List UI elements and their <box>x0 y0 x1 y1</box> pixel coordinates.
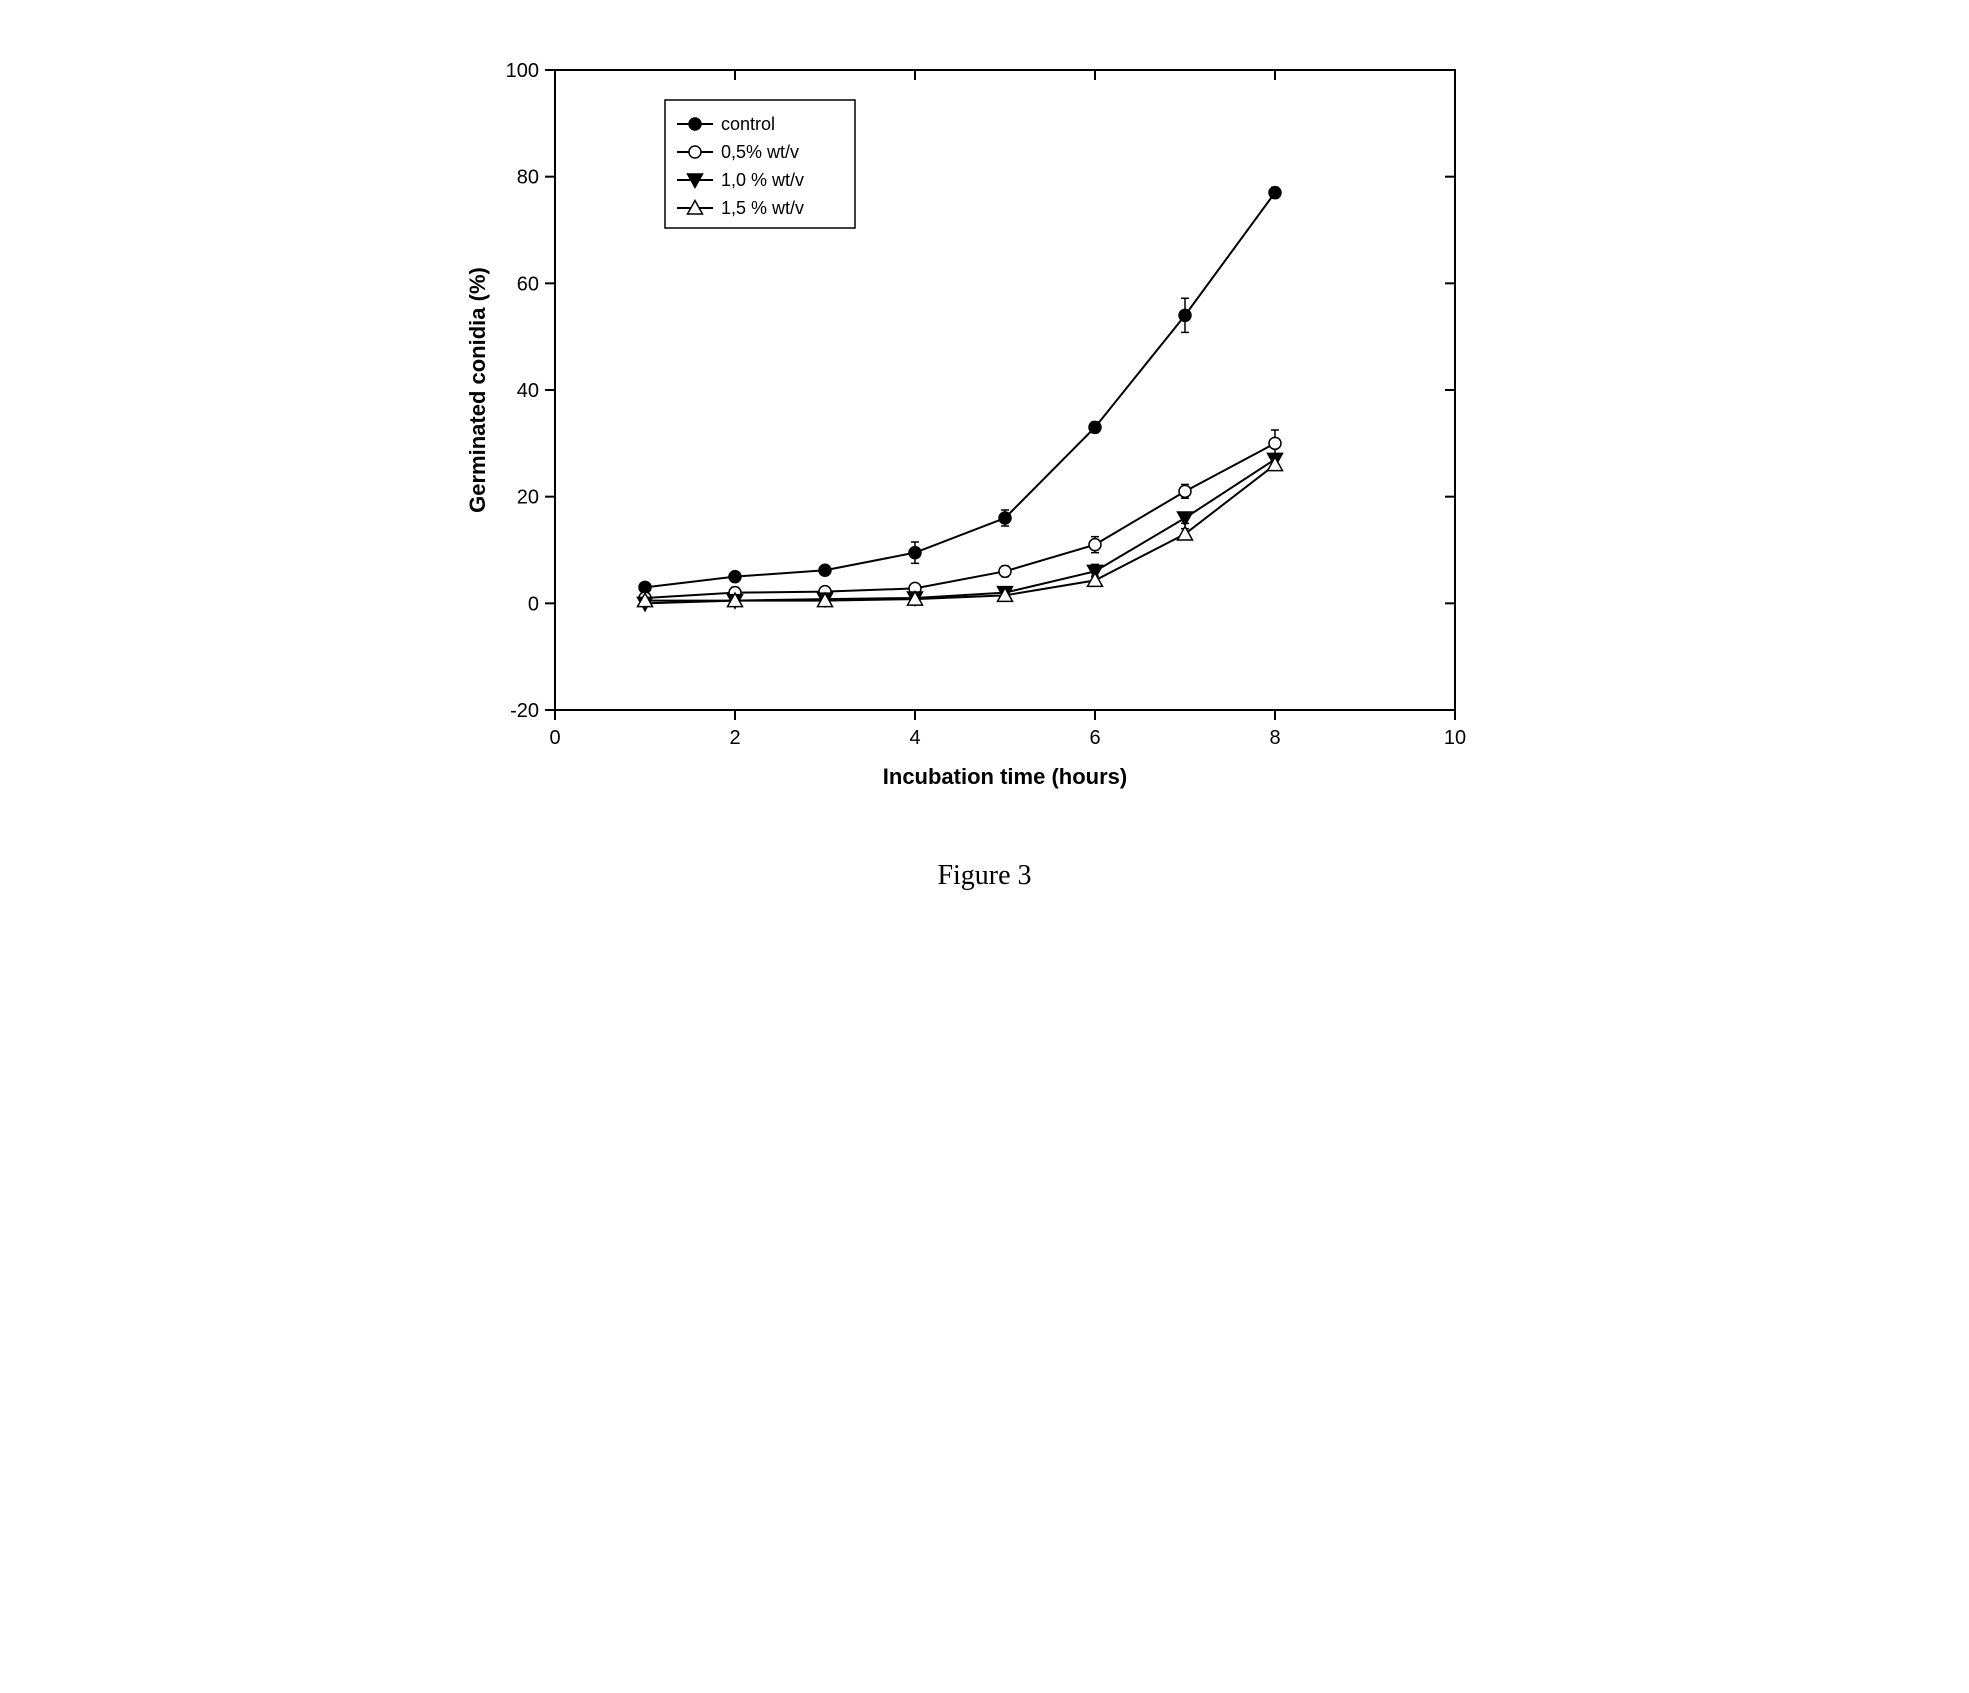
line-chart: 0 2 4 6 8 10 -20 0 20 40 60 80 100 Incubation time (h… <box>435 40 1535 800</box>
svg-text:0: 0 <box>549 727 560 749</box>
figure-caption: Figure 3 <box>435 860 1535 892</box>
svg-text:8: 8 <box>1269 727 1280 749</box>
svg-text:4: 4 <box>909 727 920 749</box>
svg-text:0: 0 <box>527 593 538 615</box>
legend: control 0,5% wt/v 1,0 % wt/v 1,5 % wt/v <box>665 100 855 228</box>
svg-text:6: 6 <box>1089 727 1100 749</box>
svg-text:Germinated conidia (%): Germinated conidia (%) <box>465 267 490 513</box>
svg-text:60: 60 <box>516 273 538 295</box>
svg-text:1,5 % wt/v: 1,5 % wt/v <box>721 198 804 218</box>
svg-text:40: 40 <box>516 380 538 402</box>
svg-text:80: 80 <box>516 167 538 189</box>
svg-text:2: 2 <box>729 727 740 749</box>
svg-text:100: 100 <box>505 60 538 82</box>
svg-text:10: 10 <box>1443 727 1465 749</box>
svg-text:0,5% wt/v: 0,5% wt/v <box>721 142 799 162</box>
svg-text:20: 20 <box>516 487 538 509</box>
svg-text:-20: -20 <box>510 700 539 722</box>
svg-text:1,0 % wt/v: 1,0 % wt/v <box>721 170 804 190</box>
chart-container: 0 2 4 6 8 10 -20 0 20 40 60 80 100 Incubation time (h… <box>435 40 1535 892</box>
svg-text:Incubation time (hours): Incubation time (hours) <box>882 764 1126 789</box>
svg-text:control: control <box>721 114 775 134</box>
